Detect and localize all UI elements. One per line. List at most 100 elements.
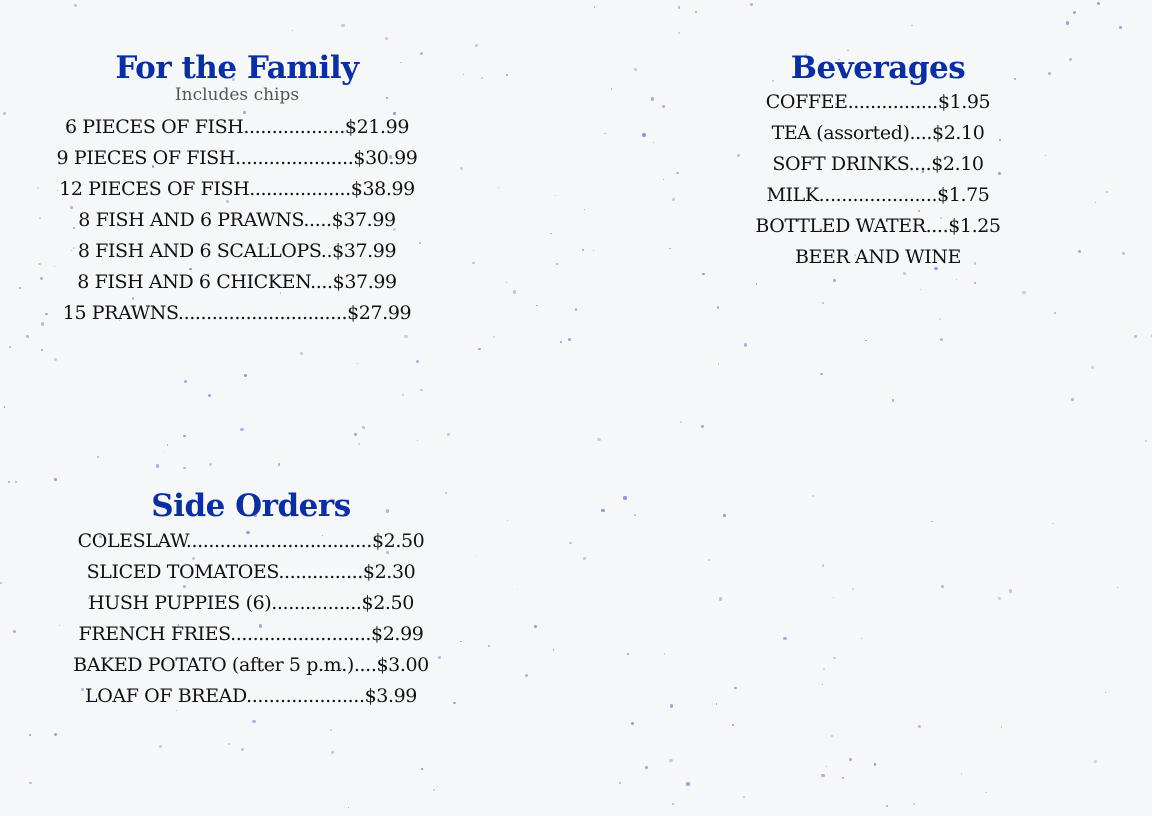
speckle [419, 242, 421, 245]
speckle [582, 556, 587, 561]
speckle [3, 111, 7, 116]
speckle [291, 29, 294, 32]
speckle [8, 481, 11, 483]
speckle [686, 782, 690, 786]
speckle [139, 637, 142, 641]
speckle [232, 77, 236, 81]
speckle [941, 585, 944, 588]
speckle [72, 247, 75, 250]
speckle [821, 683, 823, 686]
speckle [37, 186, 40, 189]
speckle [158, 745, 162, 749]
speckle [252, 720, 256, 724]
speckle [891, 399, 895, 402]
speckle [830, 734, 834, 738]
speckle [645, 766, 649, 770]
speckle [347, 806, 349, 809]
speckle [849, 757, 853, 761]
speckle [445, 492, 448, 495]
speckle [677, 31, 680, 34]
speckle [723, 514, 727, 518]
speckle [331, 161, 335, 165]
speckle [707, 559, 710, 561]
speckle [87, 596, 91, 600]
speckle [630, 722, 634, 726]
speckle [432, 788, 435, 791]
speckle [634, 514, 637, 517]
speckle [14, 481, 17, 484]
speckle [597, 437, 601, 441]
speckle [505, 281, 507, 283]
speckle [362, 426, 365, 430]
speckle [386, 97, 388, 99]
speckle [401, 394, 404, 397]
speckle [663, 178, 665, 181]
menu-item: 6 PIECES OF FISH..................$21.99 [64, 116, 410, 138]
speckle [1090, 366, 1094, 370]
speckle [771, 79, 775, 83]
speckle [1051, 522, 1054, 525]
speckle [716, 306, 720, 309]
speckle [460, 640, 462, 642]
speckle [832, 279, 836, 283]
speckle [833, 596, 835, 599]
menu-item: SOFT DRINKS....$2.10 [772, 153, 984, 175]
speckle [783, 637, 787, 641]
speckle [582, 248, 584, 251]
speckle [1104, 691, 1107, 694]
speckle [192, 556, 196, 560]
speckle [0, 581, 3, 585]
menu-item: BAKED POTATO (after 5 p.m.)....$3.00 [73, 654, 429, 676]
menu-item: 15 PRAWNS..............................$… [62, 302, 412, 324]
menu-item: 9 PIECES OF FISH.....................$30… [56, 147, 418, 169]
speckle [415, 359, 420, 364]
speckle [910, 24, 913, 27]
speckle [715, 703, 718, 705]
menu-item: 8 FISH AND 6 SCALLOPS..$37.99 [77, 240, 397, 262]
speckle [642, 133, 646, 137]
speckle [183, 467, 186, 470]
speckle [163, 452, 166, 454]
speckle [1150, 334, 1152, 337]
speckle [1045, 154, 1047, 157]
speckle [669, 759, 673, 763]
speckle [346, 498, 349, 501]
speckle [679, 421, 682, 424]
speckle [447, 432, 451, 436]
speckle [669, 247, 671, 250]
speckle [97, 456, 99, 458]
speckle [19, 287, 22, 290]
speckle [1073, 10, 1077, 14]
speckle [81, 159, 84, 162]
speckle [1121, 251, 1125, 256]
speckle [574, 308, 578, 311]
speckle [650, 97, 654, 101]
speckle [825, 765, 827, 767]
speckle [254, 514, 257, 517]
speckle [244, 193, 247, 195]
speckle [99, 535, 103, 539]
speckle [934, 266, 938, 271]
speckle [973, 262, 977, 265]
speckle [619, 781, 622, 784]
speckle [719, 597, 723, 601]
speckle [321, 534, 324, 537]
speckle [183, 584, 187, 588]
speckle [846, 49, 849, 52]
speckle [841, 776, 845, 779]
speckle [480, 77, 483, 79]
section-for-the-family: For the Family Includes chips 6 PIECES O… [57, 49, 418, 329]
speckle [835, 102, 837, 105]
speckle [9, 346, 11, 348]
speckle [556, 262, 559, 265]
speckle [392, 228, 397, 232]
speckle [1009, 589, 1013, 593]
speckle [53, 732, 57, 737]
speckle [811, 494, 814, 497]
speckle [53, 478, 57, 482]
speckle [341, 23, 345, 28]
speckle [385, 36, 388, 40]
speckle [386, 509, 390, 513]
speckle [39, 217, 42, 220]
speckle [805, 53, 808, 56]
